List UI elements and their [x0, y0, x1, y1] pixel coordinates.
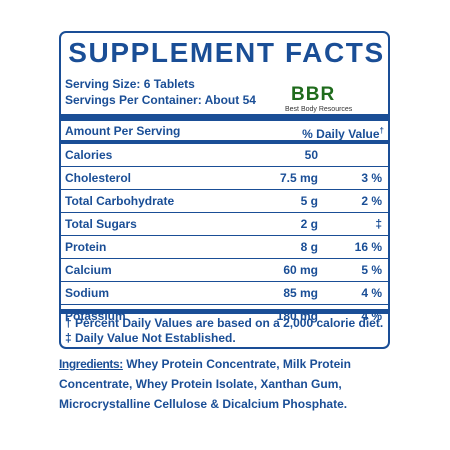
table-row: Sodium 85 mg 4 %: [61, 282, 388, 305]
servings-per-container: Servings Per Container: About 54: [65, 93, 256, 107]
dagger-mark: †: [379, 126, 384, 135]
ingredients-text: Whey Protein Concentrate, Milk Protein C…: [59, 357, 351, 411]
nutrient-daily-value: 4 %: [361, 286, 382, 300]
table-row: Calories 50: [61, 144, 388, 167]
nutrient-amount: 50: [304, 148, 318, 162]
footnote-daily-values: † Percent Daily Values are based on a 2,…: [65, 316, 384, 330]
panel-title: SUPPLEMENT FACTS: [68, 37, 385, 68]
daily-value-label: % Daily Value: [302, 127, 380, 141]
supplement-facts-panel: SUPPLEMENT FACTS Serving Size: 6 Tablets…: [59, 31, 390, 349]
amount-per-serving-label: Amount Per Serving: [65, 124, 181, 138]
table-row: Total Sugars 2 g ‡: [61, 213, 388, 236]
table-header: Amount Per Serving % Daily Value†: [61, 122, 388, 143]
nutrient-name: Cholesterol: [65, 171, 132, 185]
nutrient-name: Sodium: [65, 286, 109, 300]
nutrient-daily-value: ‡: [375, 217, 382, 231]
nutrient-daily-value: 2 %: [361, 194, 382, 208]
table-row: Total Carbohydrate 5 g 2 %: [61, 190, 388, 213]
ingredients-statement: Ingredients: Whey Protein Concentrate, M…: [59, 354, 404, 414]
table-row: Cholesterol 7.5 mg 3 %: [61, 167, 388, 190]
medium-divider: [61, 140, 388, 144]
nutrient-amount: 8 g: [300, 240, 318, 254]
nutrient-name: Protein: [65, 240, 107, 254]
thick-divider: [61, 114, 388, 121]
daily-value-header: % Daily Value†: [302, 122, 384, 143]
nutrient-amount: 7.5 mg: [279, 171, 318, 185]
serving-size: Serving Size: 6 Tablets: [65, 77, 195, 91]
nutrient-table: Calories 50 Cholesterol 7.5 mg 3 % Total…: [61, 144, 388, 328]
nutrient-daily-value: 5 %: [361, 263, 382, 277]
nutrient-amount: 85 mg: [283, 286, 318, 300]
nutrient-name: Total Sugars: [65, 217, 137, 231]
nutrient-name: Calories: [65, 148, 113, 162]
watermark-subtitle: Best Body Resources: [285, 106, 353, 113]
watermark: BBR Best Body Resources: [285, 85, 385, 114]
nutrient-amount: 60 mg: [283, 263, 318, 277]
nutrient-name: Calcium: [65, 263, 112, 277]
nutrient-daily-value: 16 %: [354, 240, 382, 254]
footnote-not-established: ‡ Daily Value Not Established.: [65, 331, 236, 345]
nutrient-daily-value: 3 %: [361, 171, 382, 185]
table-row: Calcium 60 mg 5 %: [61, 259, 388, 282]
table-row: Protein 8 g 16 %: [61, 236, 388, 259]
ingredients-label: Ingredients:: [59, 357, 123, 371]
nutrient-amount: 2 g: [300, 217, 318, 231]
nutrient-name: Total Carbohydrate: [65, 194, 175, 208]
nutrient-amount: 5 g: [300, 194, 318, 208]
watermark-logo: BBR: [291, 84, 336, 105]
bottom-divider: [61, 309, 388, 314]
